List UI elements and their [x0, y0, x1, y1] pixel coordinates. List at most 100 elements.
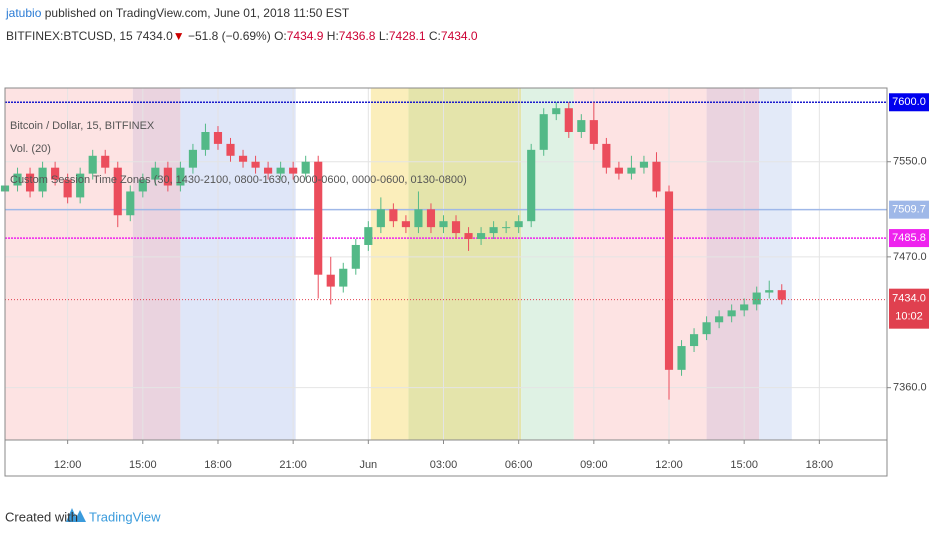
x-tick-label: 18:00	[806, 459, 834, 471]
x-tick-label: 06:00	[505, 459, 533, 471]
candle-body	[627, 167, 636, 174]
countdown: 10:02	[895, 311, 923, 323]
x-tick-label: 09:00	[580, 459, 608, 471]
price-badge	[889, 93, 929, 112]
price: 7434.0	[136, 29, 173, 43]
candle-body	[289, 167, 298, 174]
candle-body	[727, 310, 736, 317]
candle-body	[301, 161, 310, 174]
published: published on TradingView.com, June 01, 2…	[44, 6, 350, 20]
price-badge	[889, 229, 929, 248]
footer-brand[interactable]: TradingView	[89, 509, 161, 524]
author[interactable]: jatubio	[6, 6, 42, 20]
session-band	[521, 88, 574, 440]
x-tick-label: 12:00	[655, 459, 683, 471]
candle-body	[326, 274, 335, 287]
l-label: L:	[378, 29, 389, 43]
candle-body	[188, 149, 197, 168]
legend-entry: Bitcoin / Dollar, 15, BITFINEX	[10, 120, 155, 132]
l: 7428.1	[388, 29, 426, 43]
candle-body	[113, 167, 122, 216]
candle-body	[25, 173, 35, 192]
candle-body	[51, 167, 60, 180]
candle-body	[364, 227, 373, 245]
legend-entry: Custom Session Time Zones (30, 1430-2100…	[10, 174, 467, 186]
symbol-line: BITFINEX:BTCUSD, 15 7434.0▼ −51.8 (−0.69…	[6, 29, 478, 43]
y-tick-label: 7470.0	[893, 251, 927, 263]
plot-layer	[0, 88, 887, 440]
candle-body	[226, 143, 235, 156]
h: 7436.8	[338, 29, 376, 43]
candle-body	[527, 149, 536, 222]
session-band	[370, 88, 409, 440]
o: 7434.9	[286, 29, 324, 43]
candle-body	[752, 292, 761, 305]
change: −51.8 (−0.69%)	[187, 29, 271, 43]
c-label: C:	[428, 29, 441, 43]
x-tick-label: 12:00	[54, 459, 82, 471]
candle-body	[514, 221, 523, 228]
session-band	[759, 88, 792, 440]
session-band	[573, 88, 707, 440]
price-badge-label: 7600.0	[892, 96, 926, 108]
candle-body	[213, 132, 223, 144]
candle-body	[477, 233, 486, 240]
x-tick-label: 15:00	[730, 459, 758, 471]
candle-body	[589, 120, 598, 144]
candle-body	[264, 167, 273, 174]
candle-body	[777, 290, 786, 300]
x-tick-label: 03:00	[430, 459, 458, 471]
price-badge-label: 7509.7	[892, 204, 926, 216]
candle-body	[765, 290, 774, 293]
candle-body	[614, 167, 623, 174]
candle-body	[401, 221, 410, 228]
candle-body	[163, 167, 172, 186]
candle-body	[351, 244, 360, 269]
candle-body	[489, 227, 498, 234]
footer-created: Created with	[5, 509, 78, 524]
legend: Bitcoin / Dollar, 15, BITFINEX Vol. (20)…	[10, 120, 467, 186]
price-badge	[889, 200, 929, 219]
candle-body	[602, 143, 611, 168]
candle-body	[276, 167, 285, 174]
candle-body	[539, 114, 548, 150]
last-price-label: 7434.0	[892, 293, 926, 305]
candle-body	[176, 167, 185, 186]
session-band	[706, 88, 760, 440]
candle-body	[138, 179, 147, 192]
session-band	[180, 88, 296, 440]
candle-body	[13, 173, 22, 186]
candle-body	[126, 191, 135, 216]
last-price-badge	[889, 288, 929, 329]
candle-body	[339, 268, 348, 287]
c: 7434.0	[440, 29, 478, 43]
candle-body	[564, 108, 573, 132]
candle-body	[238, 155, 248, 162]
y-tick-label: 7550.0	[893, 156, 927, 168]
session-band	[408, 88, 522, 440]
session-band	[5, 88, 133, 440]
candle-body	[502, 227, 511, 229]
candle-body	[376, 209, 385, 228]
candle-body	[451, 221, 461, 234]
candle-body	[426, 209, 436, 228]
candle-body	[715, 316, 724, 323]
session-band	[132, 88, 181, 440]
frame	[4, 87, 888, 477]
candle-body	[702, 322, 711, 335]
x-tick-label: Jun	[359, 459, 377, 471]
candle-body	[677, 346, 686, 370]
candle-body	[251, 161, 260, 168]
x-tick-label: 18:00	[204, 459, 232, 471]
candle-body	[314, 161, 323, 275]
candle-body	[63, 179, 72, 198]
price-badge-label: 7485.8	[892, 232, 926, 244]
x-tick-label: 21:00	[279, 459, 307, 471]
candle-body	[652, 161, 661, 192]
candle-body	[664, 191, 674, 370]
logo	[66, 508, 86, 522]
candle-body	[88, 155, 97, 174]
candle-body	[740, 304, 749, 311]
